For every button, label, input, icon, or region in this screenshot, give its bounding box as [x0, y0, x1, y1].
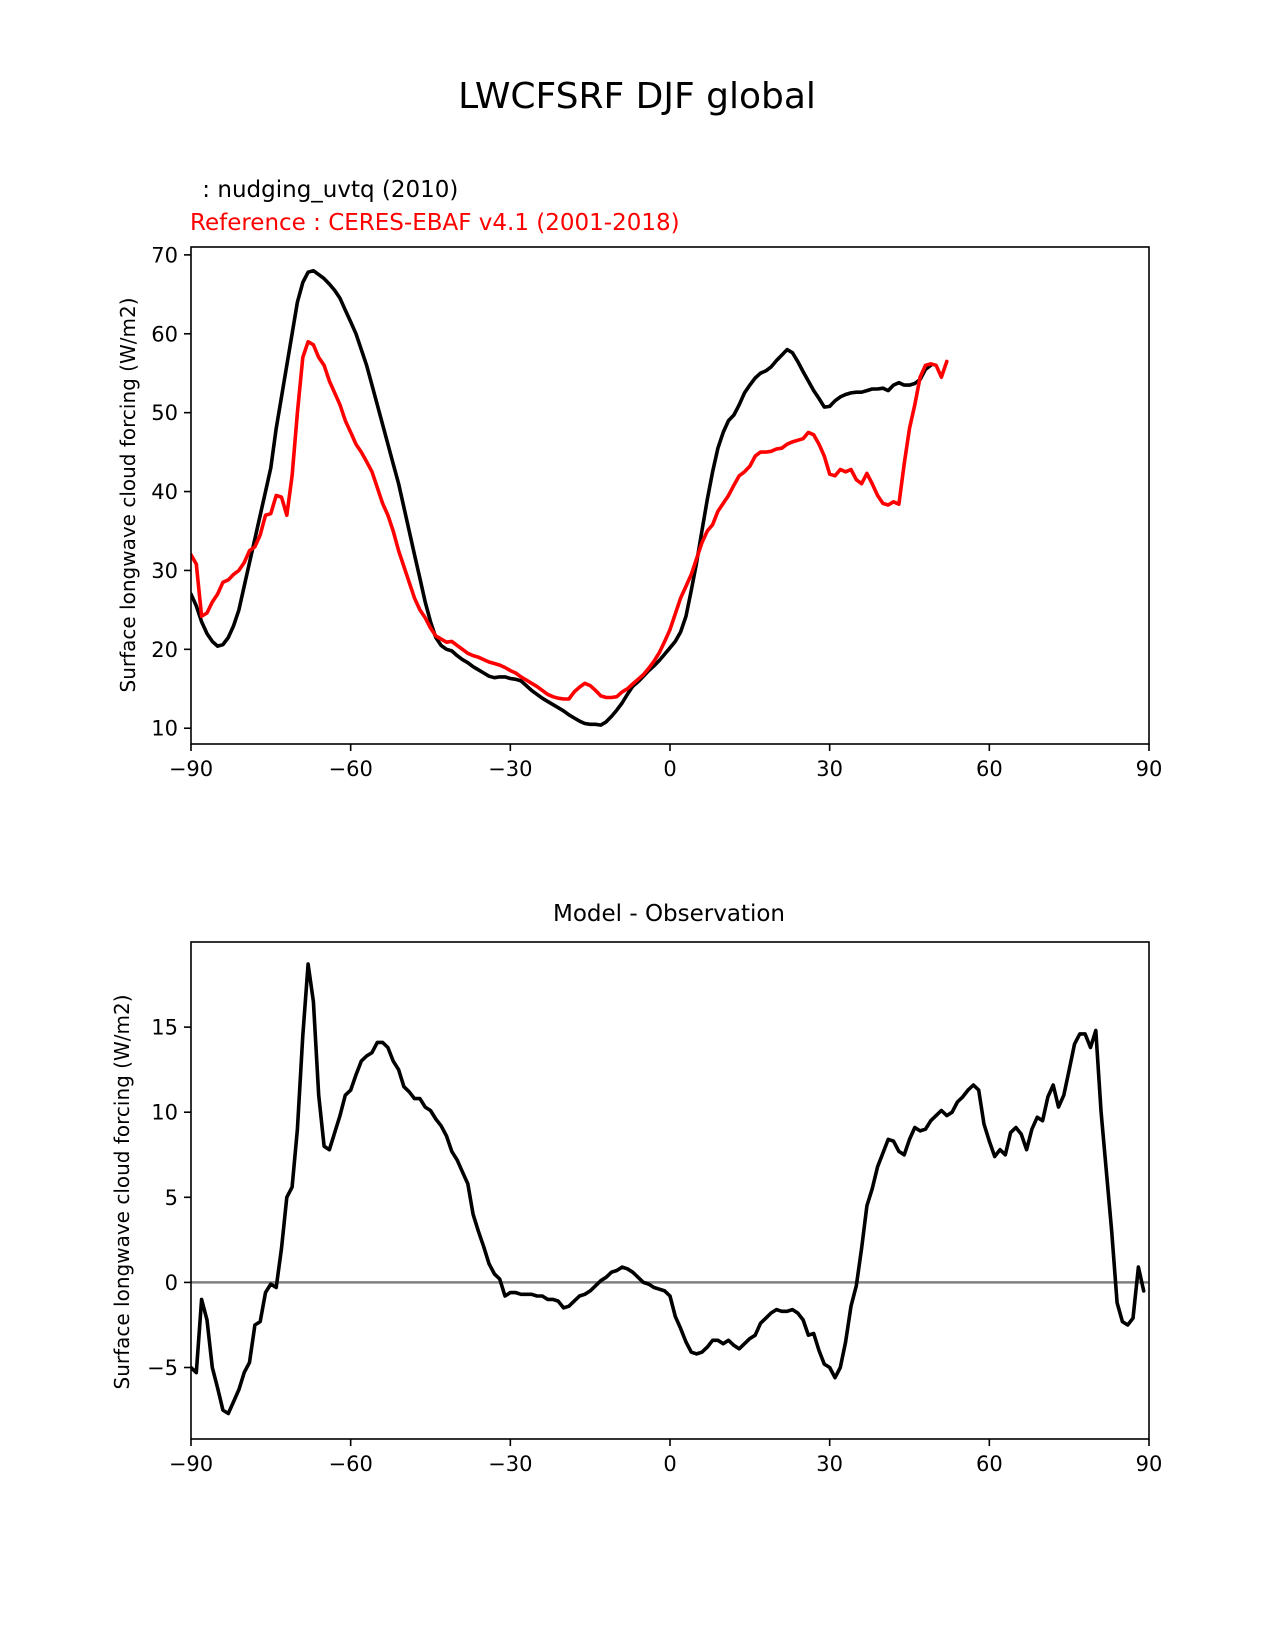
top-series-line-1: [191, 339, 949, 701]
top-series-line-0: [191, 268, 933, 727]
bottom-series-line-0: [191, 962, 1146, 1416]
bottom-y-tick-label: −5: [147, 1356, 178, 1380]
bottom-y-tick-label: 5: [165, 1186, 178, 1210]
top-plot-area: −90 −60 −30 0 30 60 90 10 20 30 40 50 60 70: [151, 243, 1162, 781]
top-x-tick-label: 60: [976, 757, 1003, 781]
figure-title: LWCFSRF DJF global: [458, 76, 816, 117]
top-y-tick-label: 30: [151, 559, 178, 583]
bottom-x-tick-label: 30: [816, 1452, 843, 1476]
top-reference-label: Reference : CERES-EBAF v4.1 (2001-2018): [190, 210, 680, 236]
bottom-y-tick-label: 0: [165, 1271, 178, 1295]
bottom-x-tick-label: −60: [329, 1452, 373, 1476]
top-model-label: : nudging_uvtq (2010): [195, 177, 458, 203]
top-x-tick-label: 0: [663, 757, 676, 781]
top-x-tick-label: 30: [816, 757, 843, 781]
top-ylabel: Surface longwave cloud forcing (W/m2): [116, 297, 140, 692]
top-x-tick-label: 90: [1136, 757, 1163, 781]
bottom-y-tick-label: 15: [151, 1016, 178, 1040]
bottom-x-tick-label: −90: [169, 1452, 213, 1476]
bottom-x-tick-label: 0: [663, 1452, 676, 1476]
top-panel: : nudging_uvtq (2010) Reference : CERES-…: [116, 177, 1162, 781]
top-y-tick-label: 20: [151, 638, 178, 662]
top-y-tick-label: 50: [151, 401, 178, 425]
top-x-tick-label: −30: [488, 757, 532, 781]
bottom-panel: Model - Observation Surface longwave clo…: [110, 901, 1162, 1476]
top-y-tick-label: 70: [151, 243, 178, 267]
bottom-title: Model - Observation: [553, 901, 785, 927]
bottom-x-tick-label: 90: [1136, 1452, 1163, 1476]
top-y-tick-label: 40: [151, 480, 178, 504]
bottom-y-tick-label: 10: [151, 1101, 178, 1125]
bottom-x-tick-label: 60: [976, 1452, 1003, 1476]
top-y-tick-label: 10: [151, 717, 178, 741]
bottom-plot-area: −90 −60 −30 0 30 60 90 −5 0 5 10 15: [147, 941, 1163, 1476]
top-x-tick-label: −90: [169, 757, 213, 781]
bottom-x-tick-label: −30: [488, 1452, 532, 1476]
bottom-ylabel: Surface longwave cloud forcing (W/m2): [110, 994, 134, 1389]
top-x-tick-label: −60: [329, 757, 373, 781]
top-y-tick-label: 60: [151, 322, 178, 346]
